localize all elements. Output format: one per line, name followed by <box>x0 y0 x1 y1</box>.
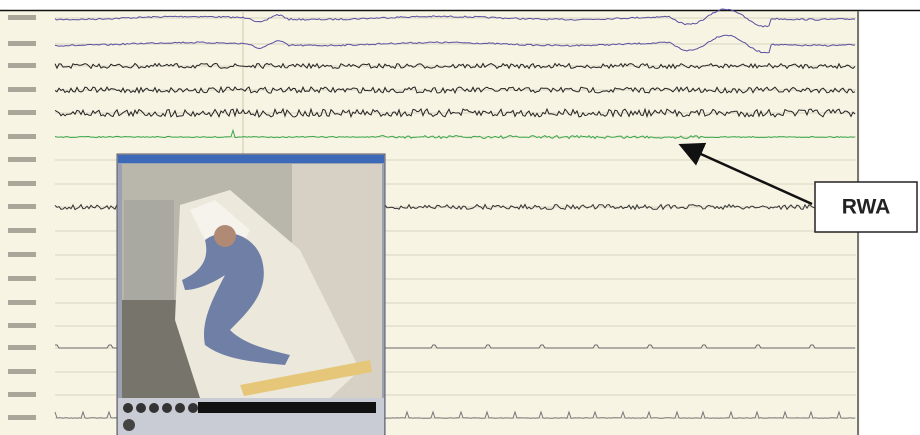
channel-label <box>8 300 36 305</box>
video-window <box>117 154 385 435</box>
channel-label <box>8 228 36 233</box>
channel-label <box>8 345 36 350</box>
channel-label <box>8 415 36 420</box>
channel-label <box>8 392 36 397</box>
channel-label <box>8 63 36 68</box>
channel-label <box>8 181 36 186</box>
channel-label <box>8 134 36 139</box>
button[interactable] <box>149 403 159 413</box>
cabinet <box>124 200 174 300</box>
channel-label <box>8 41 36 46</box>
screenshot: RWA <box>0 0 920 435</box>
channel-label <box>8 323 36 328</box>
channel-label <box>8 87 36 92</box>
time-display <box>198 402 376 413</box>
button[interactable] <box>123 419 135 431</box>
channel-label <box>8 252 36 257</box>
channel-label <box>8 15 36 20</box>
button[interactable] <box>123 403 133 413</box>
button[interactable] <box>188 403 198 413</box>
channel-label <box>8 110 36 115</box>
window-titlebar <box>118 155 384 163</box>
annotation-label: RWA <box>842 196 891 219</box>
button[interactable] <box>162 403 172 413</box>
channel-label <box>8 369 36 374</box>
channel-label <box>8 276 36 281</box>
head <box>214 225 236 247</box>
button[interactable] <box>175 403 185 413</box>
button[interactable] <box>136 403 146 413</box>
channel-label <box>8 157 36 162</box>
channel-label <box>8 204 36 209</box>
